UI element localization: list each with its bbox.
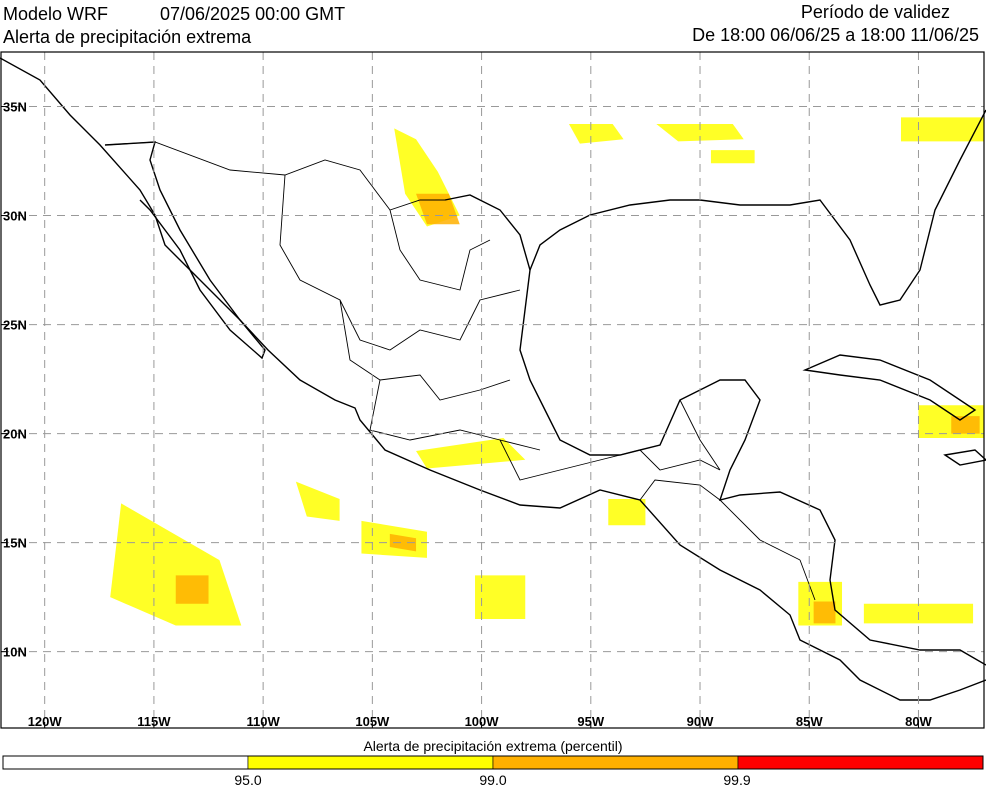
baja-california [104, 141, 266, 360]
colorbar-label-95: 95.0 [234, 772, 262, 788]
gulf-north-shore [529, 109, 986, 306]
alert-area-p99 [416, 193, 460, 225]
colorbar-label-999: 99.9 [723, 772, 751, 788]
colorbar-segment-p95 [247, 755, 494, 770]
alert-area-p99 [389, 533, 417, 552]
product-title: Alerta de precipitación extrema [3, 27, 252, 47]
gulf-coast [444, 194, 986, 666]
lat-tick-label: 20N [3, 427, 27, 442]
lon-tick-label: 85W [796, 714, 823, 729]
lon-tick-label: 90W [687, 714, 714, 729]
colorbar-segment-p999 [737, 755, 984, 770]
alert-area-p99 [175, 575, 209, 604]
init-time: 07/06/2025 00:00 GMT [160, 4, 346, 24]
alert-area-p95 [568, 123, 624, 144]
lat-tick-label: 10N [3, 645, 27, 660]
colorbar [2, 755, 984, 770]
validity-title: Período de validez [800, 2, 950, 22]
cuba [802, 354, 977, 421]
land-boundaries [0, 57, 986, 701]
model-name: Modelo WRF [3, 4, 109, 24]
alert-area-p95 [416, 437, 526, 469]
axis-ticks: 35N 30N 25N 20N 15N 10N 120W 115W 110W 105W 100W 95… [1, 100, 933, 729]
lon-tick-label: 80W [905, 714, 932, 729]
validity-range: De 18:00 06/06/25 a 18:00 11/06/25 [692, 25, 979, 45]
alert-area-p95 [710, 150, 755, 164]
alert-area-p95 [475, 575, 526, 619]
alert-area-p95 [110, 503, 242, 626]
alert-areas [110, 117, 984, 626]
alert-area-p99 [951, 416, 980, 434]
us-mexico-border [104, 141, 445, 211]
alert-area-p95 [295, 481, 340, 521]
central-america-borders [639, 479, 816, 601]
hispaniola-jamaica [943, 449, 986, 466]
map-frame [0, 51, 985, 729]
grid-lines [1, 52, 984, 728]
lon-tick-label: 110W [247, 714, 281, 729]
lon-tick-label: 105W [355, 714, 390, 729]
lat-tick-label: 30N [3, 209, 27, 224]
lon-tick-label: 115W [137, 714, 171, 729]
colorbar-label-99: 99.0 [479, 772, 507, 788]
lon-tick-label: 100W [465, 714, 500, 729]
lon-tick-label: 120W [28, 714, 63, 729]
alert-area-p99 [813, 601, 836, 624]
alert-area-p95 [900, 117, 984, 142]
lon-tick-label: 95W [577, 714, 604, 729]
political-borders [104, 141, 816, 601]
alert-area-p95 [608, 499, 646, 526]
lat-tick-label: 25N [3, 318, 27, 333]
colorbar-segment-p99 [492, 755, 739, 770]
colorbar-segment-below [2, 755, 249, 770]
lat-tick-label: 35N [3, 100, 27, 115]
lat-tick-label: 15N [3, 536, 27, 551]
mexico-states [279, 174, 721, 481]
alert-area-p95 [656, 123, 744, 142]
colorbar-title: Alerta de precipitación extrema (percent… [363, 738, 623, 754]
